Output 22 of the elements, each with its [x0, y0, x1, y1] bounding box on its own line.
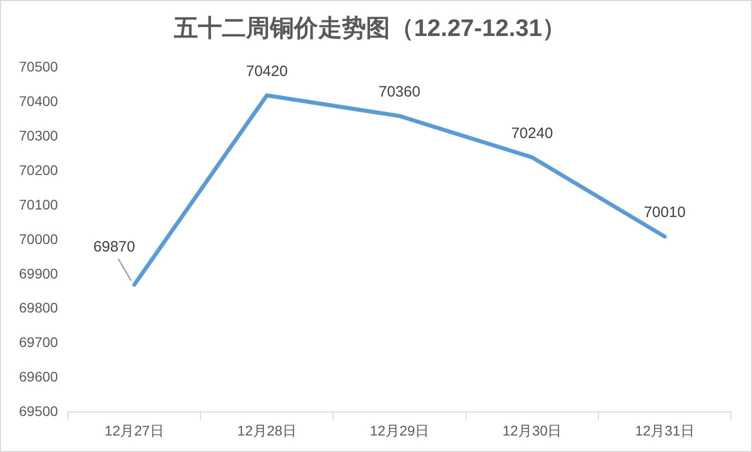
data-label: 70360 [378, 84, 420, 101]
data-label: 69870 [93, 238, 136, 256]
y-tick-label: 70500 [18, 58, 58, 75]
x-tick-label: 12月29日 [370, 422, 430, 438]
x-tick-label: 12月27日 [104, 422, 164, 438]
y-tick-label: 70400 [18, 93, 58, 110]
y-tick-label: 69700 [18, 334, 58, 350]
y-tick-label: 70300 [18, 128, 58, 144]
data-label: 70010 [644, 204, 686, 222]
y-tick-label: 70100 [18, 196, 58, 212]
x-tick-label: 12月30日 [502, 422, 562, 438]
data-label: 70420 [246, 62, 288, 80]
y-tick-label: 69900 [18, 265, 58, 282]
data-label: 70240 [511, 124, 553, 142]
y-tick-label: 69800 [18, 300, 58, 316]
x-tick-label: 12月28日 [237, 422, 296, 438]
chart-title: 五十二周铜价走势图（12.27-12.31） [172, 15, 566, 42]
x-tick-label: 12月31日 [635, 422, 694, 438]
y-tick-label: 69500 [18, 403, 58, 420]
y-tick-label: 69600 [18, 368, 58, 385]
y-tick-label: 70000 [18, 230, 58, 247]
y-tick-label: 70200 [18, 162, 58, 178]
